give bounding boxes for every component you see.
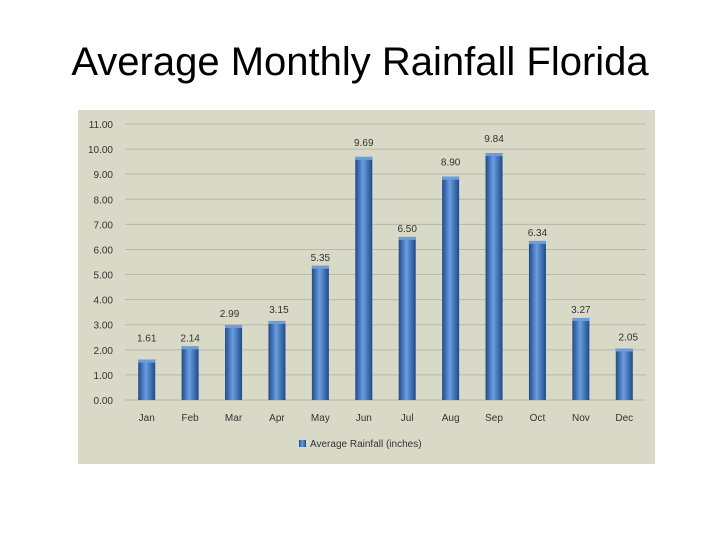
bar	[268, 320, 286, 400]
x-axis-ticks: Jan Feb Mar Apr May Jun Jul Aug Sep Oct Nov Dec	[139, 413, 634, 424]
y-tick-label: 4.00	[94, 296, 114, 307]
legend: Average Rainfall (inches)	[299, 439, 422, 450]
x-tick-label: Jan	[139, 413, 155, 424]
data-label: 2.14	[180, 333, 200, 344]
bar	[615, 348, 633, 400]
chart-area: 0.00 1.00 2.00 3.00 4.00 5.00 6.00 7.00 8.00 9.00…	[78, 110, 655, 464]
data-label: 3.27	[571, 305, 591, 316]
x-tick-label: Sep	[485, 413, 503, 424]
x-tick-label: Feb	[182, 413, 200, 424]
x-tick-label: Jul	[401, 413, 414, 424]
bar	[485, 153, 503, 400]
y-axis-ticks: 0.00 1.00 2.00 3.00 4.00 5.00 6.00 7.00 8.00 9.00…	[88, 120, 113, 407]
y-tick-label: 2.00	[94, 346, 114, 357]
x-tick-label: Jun	[356, 413, 372, 424]
y-tick-label: 9.00	[94, 170, 114, 181]
y-tick-label: 8.00	[94, 195, 114, 206]
bar-chart: 0.00 1.00 2.00 3.00 4.00 5.00 6.00 7.00 8.00 9.00…	[88, 120, 646, 450]
y-tick-label: 1.00	[94, 371, 114, 382]
bar	[138, 359, 156, 400]
x-tick-label: Apr	[269, 413, 285, 424]
data-label: 8.90	[441, 158, 461, 169]
y-tick-label: 11.00	[89, 120, 114, 131]
y-tick-label: 3.00	[94, 321, 114, 332]
bar	[355, 156, 373, 400]
x-tick-label: Oct	[530, 413, 546, 424]
bar	[528, 240, 546, 400]
bar	[181, 346, 199, 400]
bar-cap	[485, 153, 503, 157]
x-tick-label: Aug	[442, 413, 460, 424]
bar-cap	[615, 348, 633, 352]
data-label: 9.84	[484, 134, 504, 145]
data-label: 2.99	[220, 309, 240, 320]
x-tick-label: Dec	[615, 413, 633, 424]
x-tick-label: May	[311, 413, 330, 424]
bar-cap	[528, 240, 546, 244]
data-label: 6.50	[397, 224, 417, 235]
legend-swatch	[299, 440, 306, 447]
data-label: 1.61	[137, 334, 157, 345]
bar	[398, 236, 416, 400]
bar-cap	[398, 236, 416, 240]
y-tick-label: 7.00	[94, 220, 114, 231]
gridlines	[125, 123, 646, 401]
x-tick-label: Mar	[225, 413, 243, 424]
x-tick-label: Nov	[572, 413, 590, 424]
bar-cap	[311, 265, 329, 269]
y-tick-label: 10.00	[88, 145, 113, 156]
bar-cap	[181, 346, 199, 350]
data-label: 5.35	[311, 253, 331, 264]
bar	[311, 265, 329, 400]
legend-label: Average Rainfall (inches)	[310, 439, 422, 450]
data-label: 2.05	[619, 333, 639, 344]
y-tick-label: 0.00	[94, 396, 114, 407]
bar	[442, 176, 460, 400]
bar-cap	[442, 176, 460, 180]
bar-cap	[138, 359, 156, 363]
bar	[572, 317, 590, 400]
y-tick-label: 6.00	[94, 245, 114, 256]
bar-cap	[355, 156, 373, 160]
bar-cap	[225, 324, 243, 328]
bars: 1.61 2.14 2.99 3.15 5.35 9.69 6.50 8.90 9.84 6.34…	[137, 134, 638, 400]
data-label: 9.69	[354, 138, 374, 149]
bar-cap	[572, 317, 590, 321]
bar-cap	[268, 320, 286, 324]
y-tick-label: 5.00	[94, 271, 114, 282]
data-label: 3.15	[269, 305, 289, 316]
data-label: 6.34	[528, 228, 548, 239]
bar	[225, 324, 243, 400]
slide-title: Average Monthly Rainfall Florida	[71, 40, 649, 84]
